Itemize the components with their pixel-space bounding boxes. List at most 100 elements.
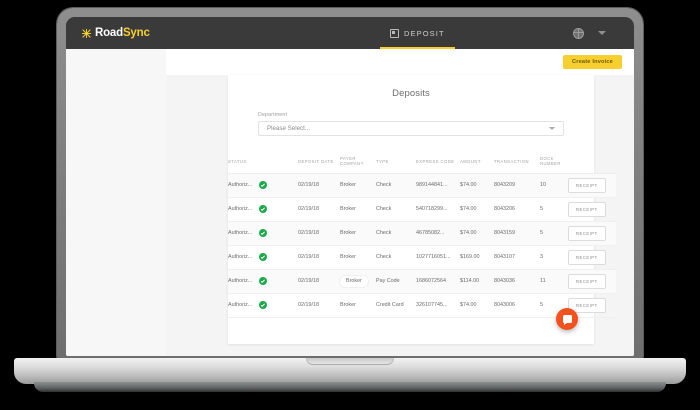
receipt-button[interactable]: RECEIPT bbox=[568, 273, 606, 289]
table-row[interactable]: Authoriz... 02/19/18 Broker Pay Code 1686072… bbox=[228, 269, 616, 294]
globe-icon[interactable] bbox=[573, 27, 584, 39]
laptop-screen: RoadSync DEPOSIT bbox=[66, 17, 634, 356]
express-code-text: 46785082... bbox=[416, 230, 445, 236]
cell-payer-company: Broker bbox=[340, 269, 376, 294]
deposits-card: Deposits Department Please Select... bbox=[228, 75, 616, 344]
department-label: Department bbox=[258, 112, 288, 118]
cell-status: Authoriz... bbox=[228, 245, 298, 270]
chat-bubble-icon[interactable] bbox=[556, 308, 578, 330]
payer-text: Broker bbox=[340, 230, 356, 236]
cell-deposit-date: 02/19/18 bbox=[298, 221, 340, 246]
cell-express-code: 326107745... bbox=[416, 293, 460, 318]
cell-transaction: 8043036 bbox=[494, 269, 540, 294]
page-title: Deposits bbox=[392, 88, 430, 99]
cell-actions: RECEIPT bbox=[568, 173, 616, 198]
payer-text: Broker bbox=[340, 302, 356, 308]
check-circle-icon bbox=[259, 181, 268, 189]
column-header-amount: AMOUNT bbox=[460, 150, 494, 174]
receipt-button[interactable]: RECEIPT bbox=[568, 225, 606, 241]
table-row[interactable]: Authoriz... 02/19/18 Broker Check 540718299.… bbox=[228, 197, 616, 222]
department-field: Department Please Select... bbox=[258, 112, 564, 136]
payer-text: Broker bbox=[340, 182, 356, 188]
column-header-dock-number: DOCK NUMBER bbox=[540, 150, 568, 174]
laptop-foot-shadow bbox=[34, 382, 666, 392]
create-invoice-button[interactable]: Create Invoice bbox=[562, 55, 622, 69]
cell-deposit-date: 02/19/18 bbox=[298, 269, 340, 294]
table-row[interactable]: Authoriz... 02/19/18 Broker Check 46785082..… bbox=[228, 221, 616, 246]
cell-payer-company: Broker bbox=[340, 197, 376, 222]
cell-amount: $114.00 bbox=[460, 269, 494, 294]
status-label: Authoriz... bbox=[228, 182, 253, 188]
brand-logo[interactable]: RoadSync bbox=[66, 17, 226, 49]
chat-bubble-glyph bbox=[562, 315, 572, 325]
column-header-status: STATUS bbox=[228, 150, 298, 174]
table-row[interactable]: Authoriz... 02/19/18 Broker Credit Card 3261… bbox=[228, 293, 616, 318]
check-circle-icon bbox=[259, 229, 268, 237]
cell-status: Authoriz... bbox=[228, 293, 298, 318]
table-row[interactable]: Authoriz... 02/19/18 Broker Check 1027716051… bbox=[228, 245, 616, 270]
cell-amount: $74.00 bbox=[460, 293, 494, 318]
roadsync-logo-icon bbox=[82, 28, 91, 38]
chevron-down-icon[interactable] bbox=[598, 31, 606, 35]
receipt-button[interactable]: RECEIPT bbox=[568, 201, 606, 217]
cell-actions: RECEIPT bbox=[568, 221, 616, 246]
cell-type: Credit Card bbox=[376, 293, 416, 318]
cell-payer-company: Broker bbox=[340, 245, 376, 270]
cell-amount: $169.00 bbox=[460, 245, 494, 270]
cell-express-code: 540718299... bbox=[416, 197, 460, 222]
status-label: Authoriz... bbox=[228, 278, 253, 284]
cell-payer-company: Broker bbox=[340, 173, 376, 198]
cell-dock-number: 5 bbox=[540, 197, 568, 222]
table-row[interactable]: Authoriz... 02/19/18 Broker Check 989144841.… bbox=[228, 173, 616, 198]
cell-deposit-date: 02/19/18 bbox=[298, 293, 340, 318]
cell-dock-number: 10 bbox=[540, 173, 568, 198]
cell-transaction: 8043159 bbox=[494, 221, 540, 246]
brand-word-road: Road bbox=[95, 27, 123, 39]
payer-pill: Broker bbox=[340, 275, 368, 287]
cell-amount: $74.00 bbox=[460, 197, 494, 222]
table-body: Authoriz... 02/19/18 Broker Check 989144841.… bbox=[228, 173, 616, 318]
column-header-express-code: EXPRESS CODE bbox=[416, 150, 460, 174]
department-select[interactable]: Please Select... bbox=[258, 121, 564, 136]
content-area: Create Invoice Deposits Department Pleas… bbox=[166, 49, 634, 356]
status-label: Authoriz... bbox=[228, 254, 253, 260]
tab-deposit-label: DEPOSIT bbox=[404, 28, 445, 38]
receipt-button[interactable]: RECEIPT bbox=[568, 297, 606, 313]
receipt-button[interactable]: RECEIPT bbox=[568, 177, 606, 193]
cell-dock-number: 11 bbox=[540, 269, 568, 294]
sidebar bbox=[66, 49, 166, 356]
column-header-deposit-date: DEPOSIT DATE bbox=[298, 150, 340, 174]
express-code-text: 1027716051... bbox=[416, 254, 451, 260]
cell-actions: RECEIPT bbox=[568, 197, 616, 222]
cell-dock-number: 3 bbox=[540, 245, 568, 270]
cell-status: Authoriz... bbox=[228, 197, 298, 222]
cell-transaction: 8043206 bbox=[494, 197, 540, 222]
cell-actions: RECEIPT bbox=[568, 245, 616, 270]
cell-express-code: 1027716051... bbox=[416, 245, 460, 270]
cell-amount: $74.00 bbox=[460, 173, 494, 198]
check-circle-icon bbox=[259, 205, 268, 213]
laptop-lid: RoadSync DEPOSIT bbox=[57, 8, 643, 360]
deposits-table: STATUS DEPOSIT DATE PAYER COMPANY TYPE E… bbox=[228, 150, 616, 318]
cell-payer-company: Broker bbox=[340, 293, 376, 318]
cell-transaction: 8043006 bbox=[494, 293, 540, 318]
top-bar: RoadSync DEPOSIT bbox=[66, 17, 634, 49]
express-code-text: 540718299... bbox=[416, 206, 448, 212]
cell-type: Check bbox=[376, 197, 416, 222]
column-header-actions bbox=[568, 150, 616, 174]
tab-deposit[interactable]: DEPOSIT bbox=[380, 17, 455, 49]
table-header-row: STATUS DEPOSIT DATE PAYER COMPANY TYPE E… bbox=[228, 150, 616, 174]
column-header-transaction: TRANSACTION bbox=[494, 150, 540, 174]
cell-actions: RECEIPT bbox=[568, 269, 616, 294]
cell-dock-number: 5 bbox=[540, 221, 568, 246]
cell-status: Authoriz... bbox=[228, 269, 298, 294]
cell-express-code: 1686072564 bbox=[416, 269, 460, 294]
cell-express-code: 46785082... bbox=[416, 221, 460, 246]
brand-word-sync: Sync bbox=[122, 27, 150, 39]
payer-text: Broker bbox=[340, 206, 356, 212]
cell-actions: RECEIPT bbox=[568, 293, 616, 318]
receipt-button[interactable]: RECEIPT bbox=[568, 249, 606, 265]
cell-type: Check bbox=[376, 245, 416, 270]
cell-type: Check bbox=[376, 221, 416, 246]
